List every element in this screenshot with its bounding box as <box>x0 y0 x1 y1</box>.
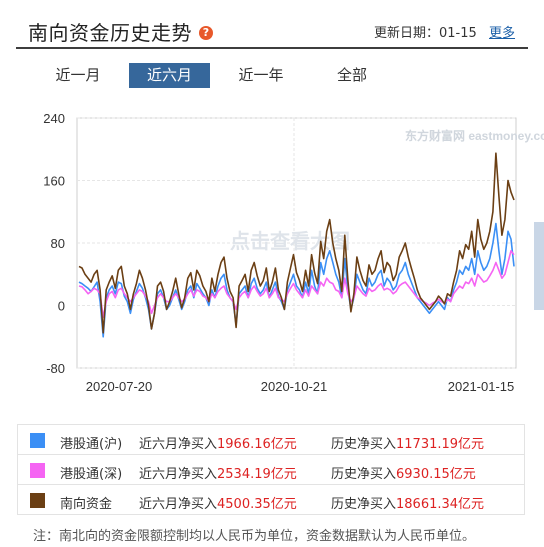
y-tick-label: -80 <box>46 361 65 376</box>
legend-row-total: 南向资金 近六月净买入4500.35亿元 历史净买入18661.34亿元 <box>17 485 525 515</box>
legend-name: 港股通(深) <box>60 467 123 482</box>
y-tick-label: 80 <box>51 236 65 251</box>
series-line-sz <box>78 250 515 318</box>
tab-one-month[interactable]: 近一月 <box>55 66 101 84</box>
swatch-sh <box>30 433 45 448</box>
x-tick-label: 2020-10-21 <box>261 379 328 394</box>
legend-table: 港股通(沪) 近六月净买入1966.16亿元 历史净买入11731.19亿元 港… <box>17 424 525 515</box>
series-line-total <box>78 152 515 334</box>
legend-row-sh: 港股通(沪) 近六月净买入1966.16亿元 历史净买入11731.19亿元 <box>17 425 525 455</box>
y-tick-label: 160 <box>43 174 65 189</box>
y-tick-label: 0 <box>58 299 65 314</box>
page-title: 南向资金历史走势 <box>28 21 192 45</box>
x-tick-label: 2021-01-15 <box>448 379 515 394</box>
legend-name: 港股通(沪) <box>60 437 123 452</box>
chart-area[interactable]: 240 160 80 0 -80 2020-07-20 2020-10-21 2021-01-… <box>0 108 544 408</box>
y-tick-label: 240 <box>43 111 65 126</box>
tab-six-months[interactable]: 近六月 <box>129 63 210 88</box>
tab-one-year[interactable]: 近一年 <box>238 66 284 84</box>
side-scroll-handle[interactable] <box>534 222 544 310</box>
swatch-sz <box>30 463 45 478</box>
update-date: 更新日期：01-15 <box>374 26 477 41</box>
more-link[interactable]: 更多 <box>489 26 516 41</box>
tab-all[interactable]: 全部 <box>336 66 367 84</box>
line-chart[interactable]: 240 160 80 0 -80 2020-07-20 2020-10-21 2021-01-… <box>0 108 544 408</box>
legend-recent: 近六月净买入1966.16亿元 <box>139 437 297 452</box>
legend-recent: 近六月净买入2534.19亿元 <box>139 467 297 482</box>
watermark-logo: 东方财富网 eastmoney.com <box>405 128 544 143</box>
watermark-text: 点击查看大图 <box>230 229 350 253</box>
legend-row-sz: 港股通(深) 近六月净买入2534.19亿元 历史净买入6930.15亿元 <box>17 455 525 485</box>
footnote: 注：南北向的资金限额控制均以人民币为单位，资金数据默认为人民币单位。 <box>33 529 476 544</box>
legend-history: 历史净买入18661.34亿元 <box>331 497 485 512</box>
question-icon[interactable]: ? <box>199 26 213 40</box>
legend-recent: 近六月净买入4500.35亿元 <box>139 497 297 512</box>
legend-history: 历史净买入6930.15亿元 <box>331 467 476 482</box>
title-divider <box>16 47 528 49</box>
header: 南向资金历史走势 ? 更新日期：01-15 更多 <box>0 0 544 52</box>
x-tick-label: 2020-07-20 <box>86 379 153 394</box>
legend-history: 历史净买入11731.19亿元 <box>331 437 485 452</box>
swatch-total <box>30 493 45 508</box>
legend-name: 南向资金 <box>60 497 113 512</box>
